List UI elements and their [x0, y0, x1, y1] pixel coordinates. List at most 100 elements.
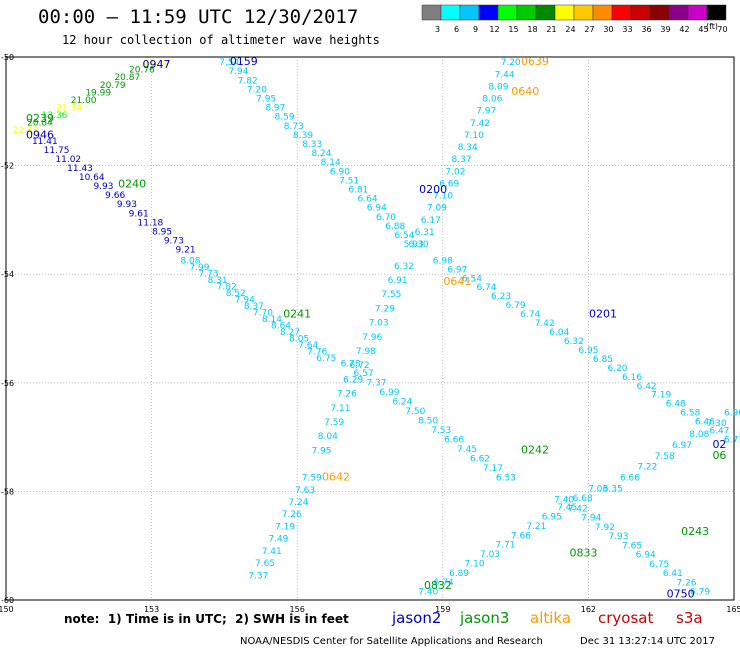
wave-height-value: 6.32 — [564, 337, 584, 347]
x-tick-label: 156 — [290, 605, 305, 614]
x-tick-label: 153 — [144, 605, 159, 614]
wave-height-value: 6.35 — [603, 484, 623, 494]
wave-height-value: 6.70 — [376, 213, 396, 223]
wave-height-value: 7.53 — [431, 426, 451, 436]
wave-height-value: 7.17 — [483, 464, 503, 474]
legend-tick-label: 3 — [435, 25, 440, 34]
wave-height-value: 7.82 — [217, 282, 237, 292]
wave-height-value: 8.39 — [293, 131, 313, 141]
wave-height-value: 8.09 — [488, 82, 508, 92]
legend-tick-label: 18 — [527, 25, 537, 34]
pass-label: 0832 — [424, 579, 452, 592]
wave-height-value: 7.42 — [568, 504, 588, 514]
wave-height-value: 6.90 — [724, 408, 740, 418]
pass-label: 0159 — [230, 55, 258, 68]
wave-height-value: 7.65 — [622, 541, 642, 551]
wave-height-value: 21.00 — [71, 96, 97, 106]
wave-height-value: 6.41 — [663, 569, 683, 579]
pass-label: 0243 — [681, 525, 709, 538]
pass-label: 0947 — [142, 58, 170, 71]
legend-jason2: jason2 — [392, 609, 442, 627]
wave-height-value: 6.54 — [394, 231, 414, 241]
wave-height-value: 13.36 — [42, 111, 68, 121]
wave-height-value: 6.64 — [358, 195, 378, 205]
wave-height-value: 7.26 — [337, 390, 357, 400]
wave-height-value: 7.20 — [501, 58, 521, 68]
wave-height-value: 7.19 — [651, 391, 671, 401]
wave-height-value: 7.10 — [433, 192, 453, 202]
wave-height-value: 6.85 — [593, 355, 613, 365]
legend-tick-label: 45 — [698, 25, 708, 34]
wave-height-value: 5.93 — [404, 240, 424, 250]
wave-height-value: 8.97 — [265, 104, 285, 114]
wave-height-value: 7.96 — [362, 333, 382, 343]
wave-height-value: 6.68 — [573, 494, 593, 504]
wave-height-value: 8.37 — [452, 155, 472, 165]
wave-height-value: 7.98 — [356, 347, 376, 357]
wave-height-value: 6.23 — [491, 292, 511, 302]
page-subtitle: 12 hour collection of altimeter wave hei… — [62, 33, 380, 47]
wave-height-value: 7.24 — [288, 498, 308, 508]
wave-height-value: 8.06 — [482, 95, 502, 105]
wave-height-value: 7.29 — [375, 304, 395, 314]
wave-height-value: 8.50 — [418, 417, 438, 427]
x-tick-label: 162 — [581, 605, 596, 614]
wave-height-value: 11.43 — [67, 164, 93, 174]
wave-height-value: 6.72 — [350, 361, 370, 371]
wave-height-value: 6.74 — [520, 310, 540, 320]
wave-height-value: 7.09 — [427, 204, 447, 214]
wave-height-value: 7.03 — [480, 550, 500, 560]
legend-tick-label: 15 — [508, 25, 518, 34]
wave-height-value: 6.94 — [636, 551, 656, 561]
wave-height-value: 7.45 — [457, 445, 477, 455]
wave-height-value: 7.41 — [262, 547, 282, 557]
wave-height-value: 6.74 — [476, 283, 496, 293]
wave-height-value: 8.08 — [689, 430, 709, 440]
wave-height-value: 6.20 — [607, 364, 627, 374]
wave-height-value: 6.79 — [690, 588, 710, 598]
pass-label: 0241 — [283, 308, 311, 321]
wave-height-value: 8.05 — [289, 335, 309, 345]
wave-height-value: 9.73 — [164, 236, 184, 246]
wave-height-value: 6.98 — [433, 256, 453, 266]
legend-tick-label: 21 — [546, 25, 556, 34]
wave-height-value: 6.57 — [354, 369, 374, 379]
wave-height-value: 6.29 — [343, 375, 363, 385]
legend-altika: altika — [530, 609, 572, 627]
wave-height-value: 6.71 — [724, 436, 740, 446]
wave-height-value: 20.87 — [114, 73, 140, 83]
wave-height-value: 7.94 — [581, 514, 601, 524]
wave-height-value: 7.03 — [588, 484, 608, 494]
wave-height-value: 7.94 — [235, 295, 255, 305]
wave-height-value: 6.95 — [578, 346, 598, 356]
wave-height-value: 20.79 — [100, 81, 126, 91]
wave-height-value: 22.43 — [13, 126, 39, 136]
legend-tick-label: 27 — [584, 25, 594, 34]
wave-height-value: 7.95 — [256, 95, 276, 105]
wave-height-value: 7.93 — [608, 532, 628, 542]
y-tick-label: -58 — [1, 487, 14, 496]
wave-height-value: 11.75 — [44, 146, 70, 156]
pass-label: 02 — [712, 438, 726, 451]
pass-label: 0750 — [667, 587, 695, 600]
legend-tick-label: 42 — [679, 25, 689, 34]
wave-height-value: 7.03 — [369, 319, 389, 329]
wave-height-value: 6.88 — [385, 222, 405, 232]
legend-cryosat: cryosat — [598, 609, 654, 627]
color-legend: 3 6 9 12 15 18 21 24 27 30 33 36 39 42 45 70 — [421, 4, 728, 34]
wave-height-value: 7.58 — [655, 452, 675, 462]
wave-height-value: 6.53 — [496, 474, 516, 484]
wave-height-value: 6.24 — [392, 398, 412, 408]
wave-height-value: 6.90 — [330, 167, 350, 177]
y-tick-label: -50 — [1, 53, 14, 62]
wave-height-value: 6.69 — [439, 179, 459, 189]
wave-height-value: 7.26 — [676, 578, 696, 588]
wave-height-value: 8.14 — [321, 158, 341, 168]
map-frame — [5, 56, 735, 601]
wave-height-value: 6.66 — [620, 474, 640, 484]
wave-height-value: 6.95 — [542, 513, 562, 523]
wave-height-value: 8.24 — [311, 149, 331, 159]
wave-height-value: 21.48 — [144, 58, 170, 68]
wave-height-value: 9.93 — [93, 182, 113, 192]
